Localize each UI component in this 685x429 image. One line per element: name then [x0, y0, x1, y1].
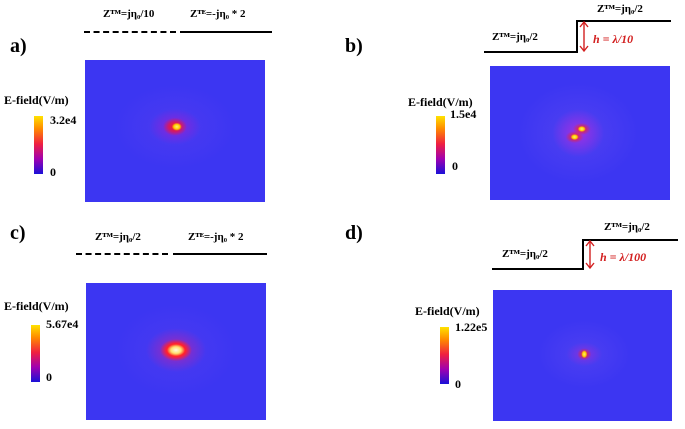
- colorbar-min-d: 0: [455, 377, 461, 391]
- colorbar-c: [31, 325, 40, 382]
- colorbar-max-c: 5.67e4: [46, 317, 79, 331]
- colorbar-d: [440, 327, 449, 384]
- panel-label-c: c): [10, 222, 26, 244]
- field-map-b: [490, 66, 670, 200]
- colorbar-min-a: 0: [50, 165, 56, 179]
- left-impedance-b: Zᵀᴹ=jη₀/2: [492, 31, 538, 43]
- panel-label-d: d): [345, 222, 363, 244]
- colorbar-title-c: E-field(V/m): [4, 299, 69, 313]
- colorbar-a: [34, 116, 43, 174]
- lower-boundary-d: [492, 268, 584, 270]
- solid-boundary-c: [173, 253, 267, 255]
- height-label-b: h = λ/10: [593, 32, 634, 46]
- colorbar-title-b: E-field(V/m): [408, 95, 473, 109]
- colorbar-max-d: 1.22e5: [455, 320, 488, 334]
- lower-boundary-b: [484, 51, 577, 53]
- field-map-d: [493, 290, 672, 421]
- right-impedance-d: Zᵀᴹ=jη₀/2: [604, 221, 650, 233]
- height-arrow-b: [579, 20, 589, 53]
- left-impedance-c: Zᵀᴹ=jη₀/2: [95, 231, 141, 243]
- right-impedance-c: Zᵀᴱ=-jη₀ * 2: [188, 231, 244, 243]
- dashed-boundary-a: [84, 31, 176, 33]
- colorbar-title-d: E-field(V/m): [415, 304, 480, 318]
- left-impedance-d: Zᵀᴹ=jη₀/2: [502, 248, 548, 260]
- colorbar-title-a: E-field(V/m): [4, 93, 69, 107]
- colorbar-max-a: 3.2e4: [50, 113, 77, 127]
- height-arrow-d: [585, 239, 595, 270]
- right-impedance-a: Zᵀᴱ=-jη₀ * 2: [190, 8, 246, 20]
- solid-boundary-a: [180, 31, 272, 33]
- field-map-c: [86, 283, 266, 420]
- field-map-a: [85, 60, 265, 202]
- colorbar-min-c: 0: [46, 370, 52, 384]
- step-boundary-b: [576, 21, 578, 53]
- upper-boundary-d: [582, 239, 678, 241]
- height-label-d: h = λ/100: [600, 250, 647, 264]
- dashed-boundary-c: [76, 253, 168, 255]
- upper-boundary-b: [576, 20, 671, 22]
- colorbar-min-b: 0: [452, 159, 458, 173]
- step-boundary-d: [582, 240, 584, 270]
- left-impedance-a: Zᵀᴹ=jη₀/10: [103, 8, 155, 20]
- panel-label-a: a): [10, 35, 27, 57]
- panel-label-b: b): [345, 35, 363, 57]
- colorbar-b: [436, 116, 445, 174]
- right-impedance-b: Zᵀᴹ=jη₀/2: [597, 3, 643, 15]
- colorbar-max-b: 1.5e4: [450, 107, 477, 121]
